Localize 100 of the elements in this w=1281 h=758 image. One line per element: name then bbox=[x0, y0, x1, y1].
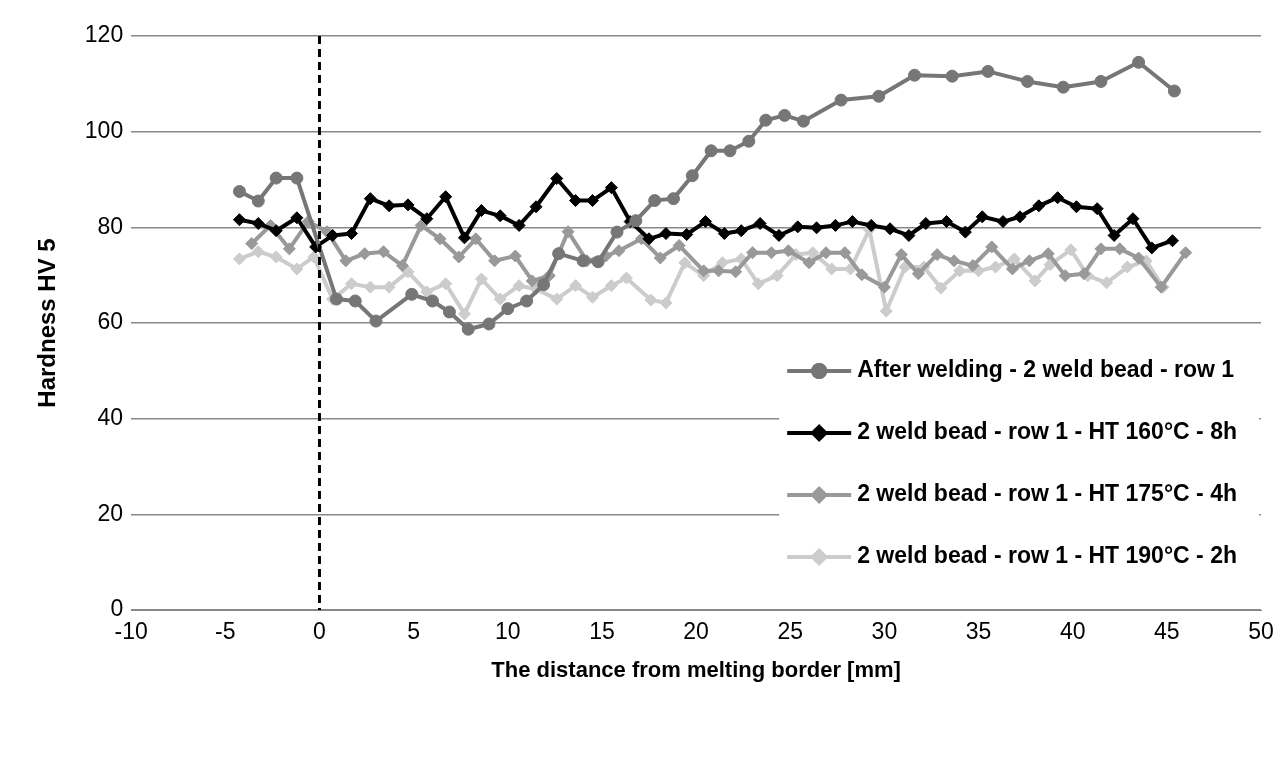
point bbox=[251, 194, 265, 208]
point bbox=[474, 272, 488, 286]
point bbox=[604, 279, 618, 293]
legend-label: After welding - 2 weld bead - row 1 bbox=[857, 356, 1235, 383]
point bbox=[290, 211, 304, 225]
x-tick-label: 15 bbox=[589, 618, 615, 645]
legend-label: 2 weld bead - row 1 - HT 175°C - 4h bbox=[857, 480, 1238, 507]
point bbox=[742, 134, 756, 148]
x-axis-title: The distance from melting border [mm] bbox=[491, 656, 901, 682]
point bbox=[746, 246, 760, 260]
point bbox=[988, 260, 1002, 274]
point bbox=[307, 250, 321, 264]
y-tick-label: 60 bbox=[97, 308, 124, 335]
point bbox=[439, 190, 453, 204]
point bbox=[1179, 246, 1193, 260]
point bbox=[282, 242, 296, 256]
x-tick-label: 40 bbox=[1059, 618, 1086, 645]
point bbox=[834, 93, 848, 107]
point bbox=[883, 222, 897, 236]
point bbox=[482, 317, 496, 331]
point bbox=[561, 225, 575, 239]
point bbox=[734, 224, 748, 238]
point bbox=[911, 267, 925, 281]
point bbox=[269, 224, 283, 238]
point bbox=[382, 280, 396, 294]
point bbox=[1120, 260, 1134, 274]
point bbox=[520, 294, 534, 308]
point bbox=[395, 259, 409, 273]
point bbox=[369, 314, 383, 328]
point bbox=[723, 144, 737, 158]
point bbox=[348, 294, 362, 308]
point bbox=[1056, 80, 1070, 94]
point bbox=[591, 255, 605, 269]
point bbox=[864, 218, 878, 232]
point bbox=[1007, 252, 1021, 266]
point bbox=[512, 218, 526, 232]
point bbox=[1041, 247, 1055, 261]
point bbox=[1013, 210, 1027, 224]
x-tick-label: 0 bbox=[313, 618, 326, 645]
point bbox=[981, 64, 995, 78]
point bbox=[934, 281, 948, 295]
point bbox=[401, 265, 415, 279]
point bbox=[586, 194, 600, 208]
point bbox=[425, 294, 439, 308]
point bbox=[648, 194, 662, 208]
point bbox=[844, 262, 857, 276]
point bbox=[855, 268, 869, 282]
point bbox=[772, 228, 786, 242]
point bbox=[552, 247, 566, 261]
point bbox=[644, 293, 658, 307]
y-tick-label: 120 bbox=[84, 21, 124, 48]
point bbox=[958, 225, 972, 239]
point bbox=[1166, 234, 1179, 248]
point bbox=[680, 228, 694, 242]
point bbox=[796, 114, 810, 128]
point bbox=[802, 256, 816, 270]
point bbox=[659, 227, 673, 241]
point bbox=[512, 279, 526, 293]
point bbox=[232, 213, 246, 227]
point bbox=[474, 204, 488, 218]
point bbox=[550, 292, 564, 306]
point bbox=[1167, 84, 1181, 98]
point bbox=[697, 264, 711, 278]
point bbox=[1126, 212, 1140, 226]
point bbox=[576, 254, 590, 268]
point bbox=[493, 292, 507, 306]
point bbox=[1058, 269, 1072, 283]
point bbox=[945, 69, 959, 83]
x-tick-label: 50 bbox=[1248, 618, 1274, 645]
point bbox=[363, 192, 377, 206]
point bbox=[604, 181, 618, 195]
point bbox=[845, 215, 859, 229]
point bbox=[947, 254, 961, 268]
point bbox=[326, 228, 340, 242]
point bbox=[232, 252, 246, 266]
point bbox=[290, 262, 304, 276]
point bbox=[619, 271, 633, 285]
legend-label: 2 weld bead - row 1 - HT 160°C - 8h bbox=[857, 418, 1238, 445]
y-axis-title: Hardness HV 5 bbox=[33, 238, 61, 408]
point bbox=[930, 248, 944, 262]
x-tick-label: 45 bbox=[1154, 618, 1180, 645]
point bbox=[685, 169, 699, 183]
x-tick-label: 20 bbox=[683, 618, 709, 645]
point bbox=[493, 209, 507, 223]
point bbox=[1077, 267, 1091, 281]
point bbox=[461, 322, 475, 336]
x-tick-label: 10 bbox=[494, 618, 521, 645]
y-tick-label: 20 bbox=[97, 499, 124, 526]
point bbox=[569, 279, 583, 293]
point bbox=[940, 215, 954, 229]
point bbox=[1021, 74, 1034, 88]
point bbox=[898, 260, 912, 274]
point bbox=[1043, 258, 1057, 272]
point bbox=[1132, 55, 1146, 69]
point bbox=[1028, 274, 1042, 288]
point bbox=[678, 256, 692, 270]
point bbox=[985, 240, 999, 254]
point bbox=[586, 290, 600, 304]
point bbox=[778, 108, 792, 122]
point bbox=[401, 198, 415, 212]
